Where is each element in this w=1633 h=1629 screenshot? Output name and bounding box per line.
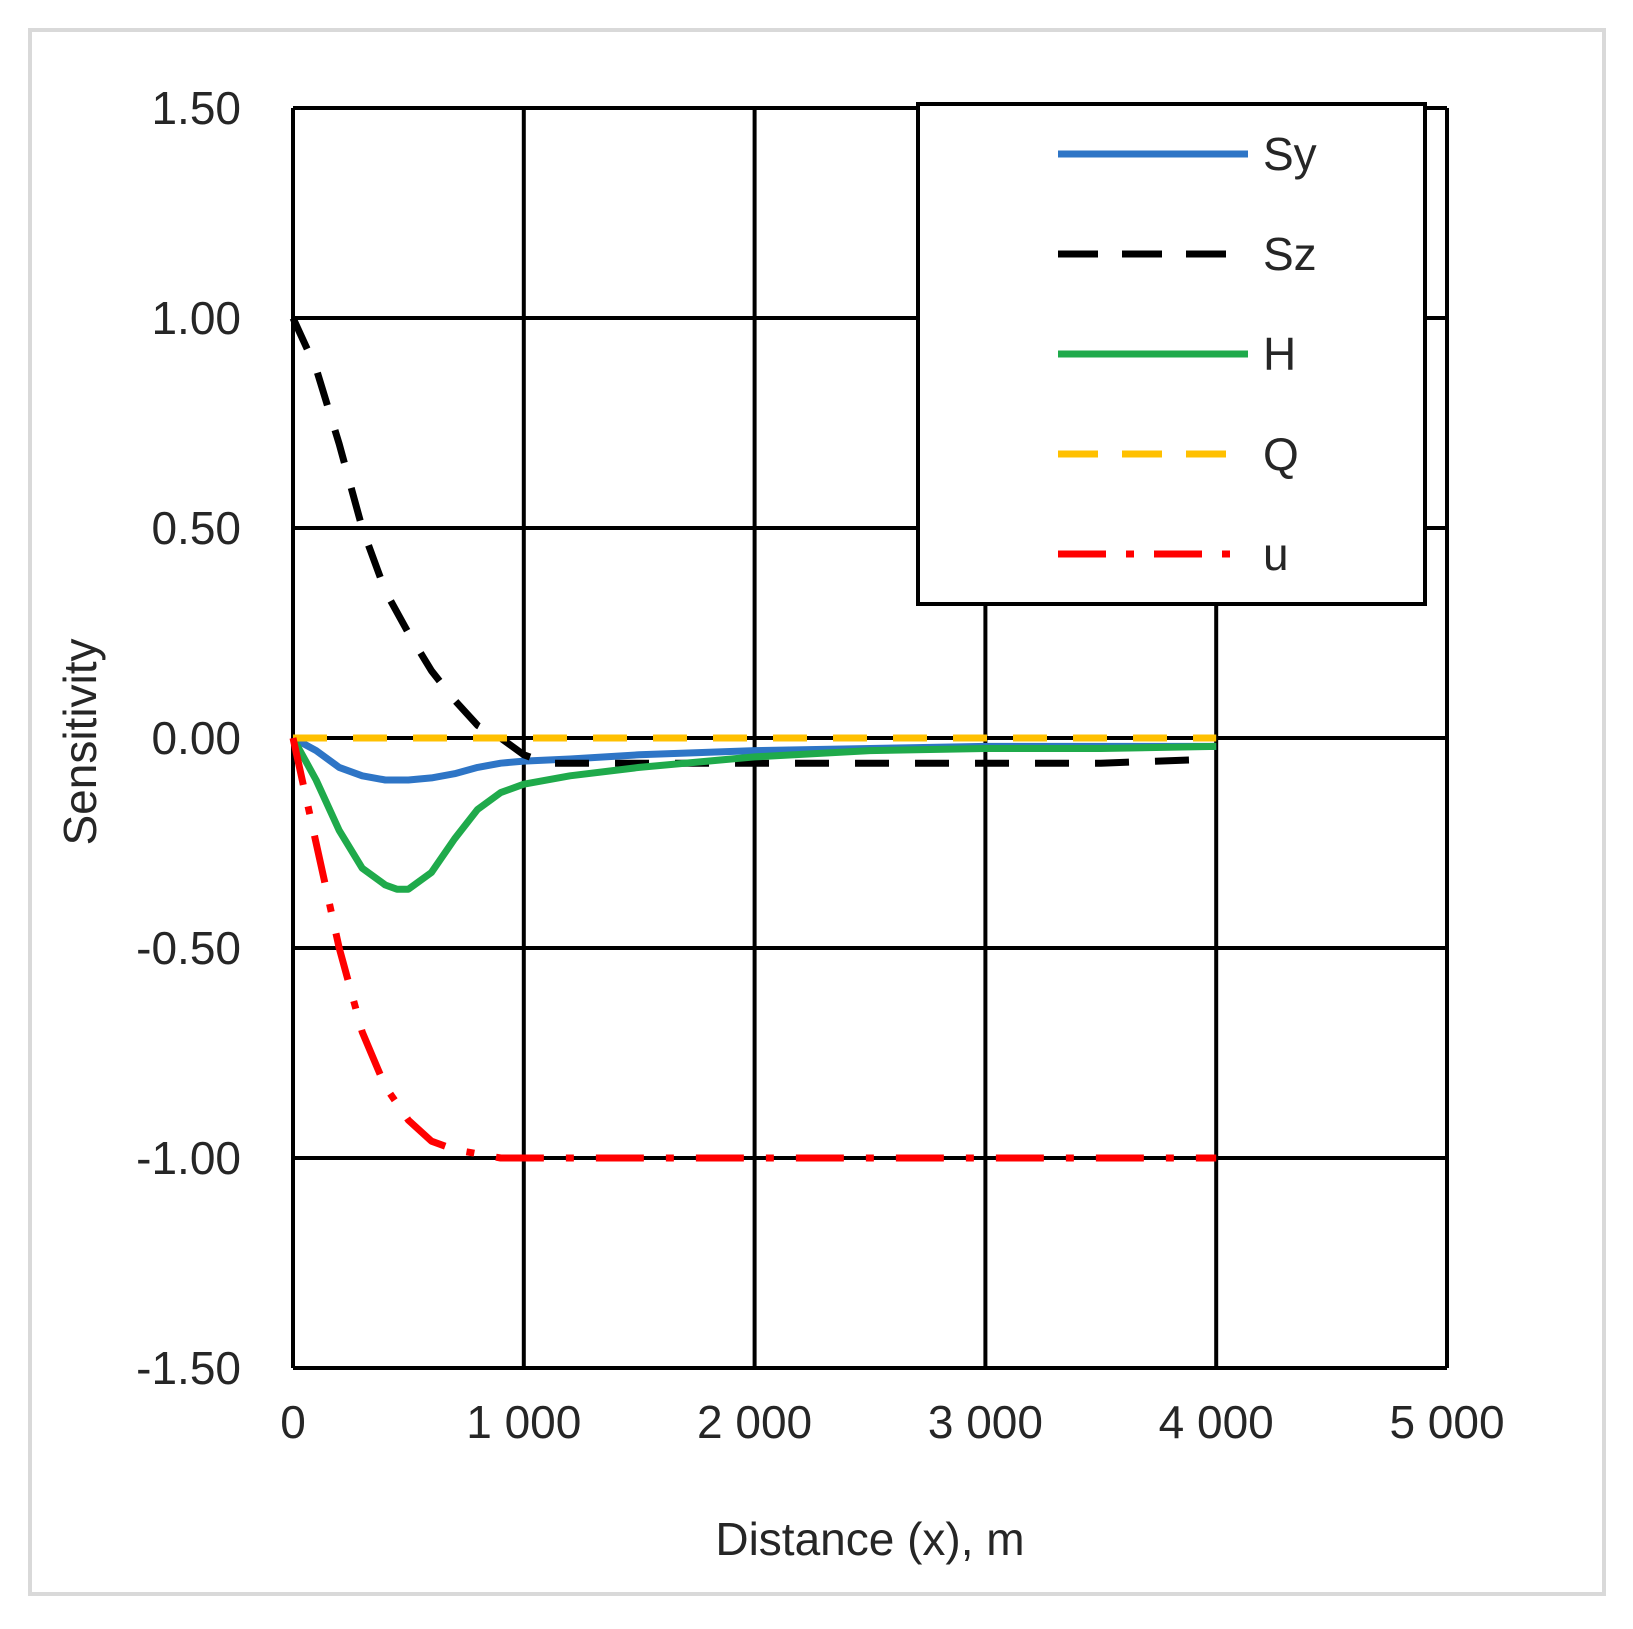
y-tick-labels: 1.50 1.00 0.50 0.00 -0.50 -1.00 -1.50 bbox=[136, 82, 241, 1394]
legend: Sy Sz HQu bbox=[916, 102, 1427, 606]
x-axis-title: Distance (x), m bbox=[715, 1513, 1024, 1565]
y-tick-label: -1.00 bbox=[136, 1132, 241, 1184]
y-axis-title: Sensitivity bbox=[54, 638, 106, 845]
y-tick-label: -0.50 bbox=[136, 922, 241, 974]
y-tick-label: 1.00 bbox=[151, 292, 241, 344]
series-layer bbox=[289, 316, 1217, 1162]
legend-box bbox=[916, 102, 1427, 606]
x-tick-label: 4 000 bbox=[1159, 1396, 1274, 1448]
x-tick-label: 5 000 bbox=[1389, 1396, 1504, 1448]
series-line-u bbox=[289, 737, 1217, 1162]
y-tick-label: -1.50 bbox=[136, 1342, 241, 1394]
x-tick-labels: 0 1 000 2 000 3 000 4 000 5 000 bbox=[280, 1396, 1504, 1448]
x-tick-label: 0 bbox=[280, 1396, 306, 1448]
y-tick-label: 1.50 bbox=[151, 82, 241, 134]
y-tick-label: 0.50 bbox=[151, 502, 241, 554]
legend-label-h: H bbox=[1263, 328, 1296, 380]
series-line-sz bbox=[289, 316, 1217, 767]
series-line-h bbox=[289, 736, 1217, 893]
legend-label-q: Q bbox=[1263, 428, 1299, 480]
legend-label-u: u bbox=[1263, 528, 1289, 580]
legend-label-sy: Sy bbox=[1263, 128, 1317, 180]
y-tick-label: 0.00 bbox=[151, 712, 241, 764]
x-tick-label: 1 000 bbox=[466, 1396, 581, 1448]
x-tick-label: 2 000 bbox=[697, 1396, 812, 1448]
legend-label-sz: Sz bbox=[1263, 228, 1317, 280]
x-tick-label: 3 000 bbox=[928, 1396, 1043, 1448]
